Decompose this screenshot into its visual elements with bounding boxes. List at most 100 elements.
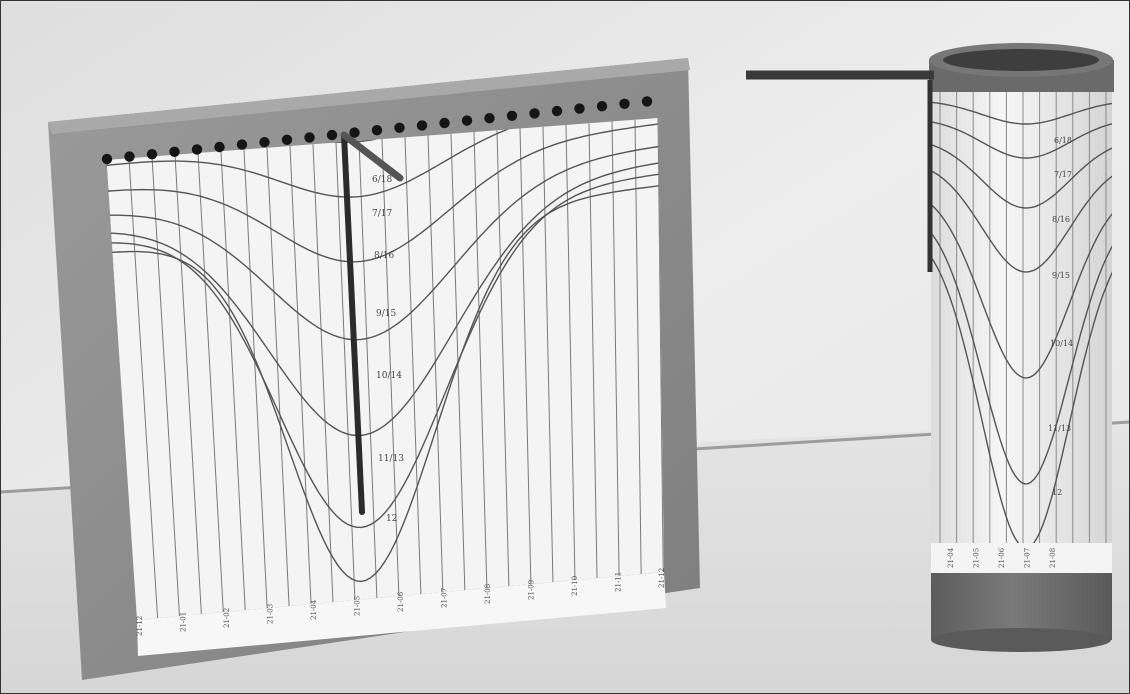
hour-label: 11/13	[378, 454, 404, 464]
cylinder-date-strip	[931, 543, 1112, 573]
date-line	[312, 144, 336, 620]
date-line	[358, 140, 380, 620]
date-line	[565, 124, 577, 620]
cylinder-dial-lines	[931, 90, 1112, 543]
peg-hole	[371, 125, 383, 136]
date-line	[542, 126, 555, 620]
cylinder-hour-label: 11/13	[1048, 424, 1071, 433]
gnomon-tip	[340, 131, 404, 182]
hour-labels: 6/18 7/17 8/16 9/15 10/14 11/13 12	[372, 175, 404, 524]
date-label: 21-04	[310, 599, 318, 620]
peg-hole	[124, 151, 135, 162]
date-line	[266, 147, 292, 620]
cylinder-date-label: 21-07	[1024, 548, 1032, 568]
peg-hole	[416, 120, 428, 131]
peg-hole	[236, 139, 248, 150]
date-label: 21-11	[615, 572, 623, 592]
cylinder-date-label: 21-08	[1049, 548, 1057, 568]
peg-hole	[641, 96, 653, 107]
date-labels: 21-12 21-01 21-02 21-03 21-04 21-05 21-06 21-07…	[136, 568, 666, 636]
date-label: 21-10	[571, 576, 579, 596]
cylinder-hour-label: 7/17	[1054, 170, 1072, 179]
cylinder-hour-labels: 6/18 7/17 8/16 9/15 10/14 11/13 12	[1048, 136, 1073, 497]
cylinder-hour-curve	[931, 143, 1112, 209]
peg-hole	[259, 137, 270, 148]
peg-hole	[484, 113, 495, 124]
cylinder-hour-label: 8/16	[1052, 215, 1070, 224]
cylinder-hour-label: 12	[1052, 488, 1062, 497]
hour-curve	[106, 183, 664, 583]
date-label: 21-07	[441, 588, 449, 608]
cylinder-base	[931, 560, 1112, 640]
date-line	[519, 128, 533, 620]
peg-hole	[439, 117, 450, 129]
peg-hole	[574, 103, 585, 114]
peg-hole	[191, 144, 203, 155]
cylinder-hour-curve	[931, 203, 1112, 379]
peg-hole	[619, 98, 630, 110]
dial-paper	[106, 118, 664, 620]
date-line	[151, 156, 182, 620]
dial-lines	[106, 118, 664, 620]
cylinder-date-label: 21-05	[973, 548, 981, 568]
cylinder-bottom	[931, 628, 1111, 652]
hour-label: 7/17	[372, 209, 392, 219]
peg-hole	[551, 105, 563, 117]
hour-label: 12	[386, 514, 397, 524]
date-label: 21-05	[354, 596, 362, 616]
peg-hole	[146, 149, 158, 160]
cylinder-hour-curve	[931, 169, 1112, 273]
peg-hole	[281, 134, 293, 145]
gnomon-rod	[341, 132, 365, 515]
hour-label: 8/16	[374, 251, 394, 261]
date-line	[427, 135, 445, 620]
cylinder-date-label: 21-04	[947, 547, 955, 568]
peg-hole	[169, 146, 180, 157]
hour-curve	[106, 144, 664, 341]
date-line	[128, 158, 160, 620]
date-line	[611, 121, 621, 620]
peg-holes	[101, 96, 653, 165]
peg-hole	[461, 115, 473, 126]
date-line	[634, 119, 643, 620]
peg-hole	[596, 101, 608, 112]
date-label: 21-12	[658, 568, 666, 588]
date-line	[657, 118, 664, 620]
peg-hole	[101, 153, 113, 165]
date-line	[404, 137, 423, 620]
peg-hole	[304, 132, 315, 143]
peg-hole	[326, 129, 338, 141]
date-label: 21-02	[223, 608, 231, 628]
cylinder-hour-curve	[931, 101, 1112, 125]
date-line	[335, 142, 358, 620]
date-line	[588, 123, 599, 620]
date-line	[381, 138, 401, 620]
frame-top-edge	[48, 58, 690, 134]
cylinder-hour-curve	[931, 231, 1112, 485]
cylinder-date-labels: 21-04 21-05 21-06 21-07 21-08	[947, 547, 1057, 568]
date-line	[243, 149, 270, 620]
date-strip	[137, 572, 666, 656]
date-label: 21-01	[180, 612, 188, 632]
date-line	[220, 151, 248, 620]
date-label: 21-03	[267, 604, 275, 624]
cylinder-hour-label: 9/15	[1052, 271, 1070, 280]
date-label: 21-09	[528, 580, 536, 600]
hour-curve	[106, 121, 664, 263]
date-label: 21-08	[484, 584, 492, 604]
date-line	[473, 131, 489, 620]
date-label: 21-06	[397, 591, 405, 612]
cylinder-hour-curve	[931, 255, 1112, 543]
peg-hole	[529, 108, 540, 119]
cylinder-date-label: 21-06	[998, 547, 1006, 568]
peg-hole	[214, 141, 225, 153]
peg-hole	[506, 110, 518, 122]
cylinder-hour-label: 10/14	[1050, 339, 1073, 348]
date-line	[450, 133, 467, 620]
hour-curve	[106, 118, 664, 198]
date-line	[496, 130, 511, 620]
hour-label: 6/18	[372, 175, 392, 185]
cylinder-hour-curve	[931, 121, 1112, 159]
hour-curve	[106, 172, 664, 529]
